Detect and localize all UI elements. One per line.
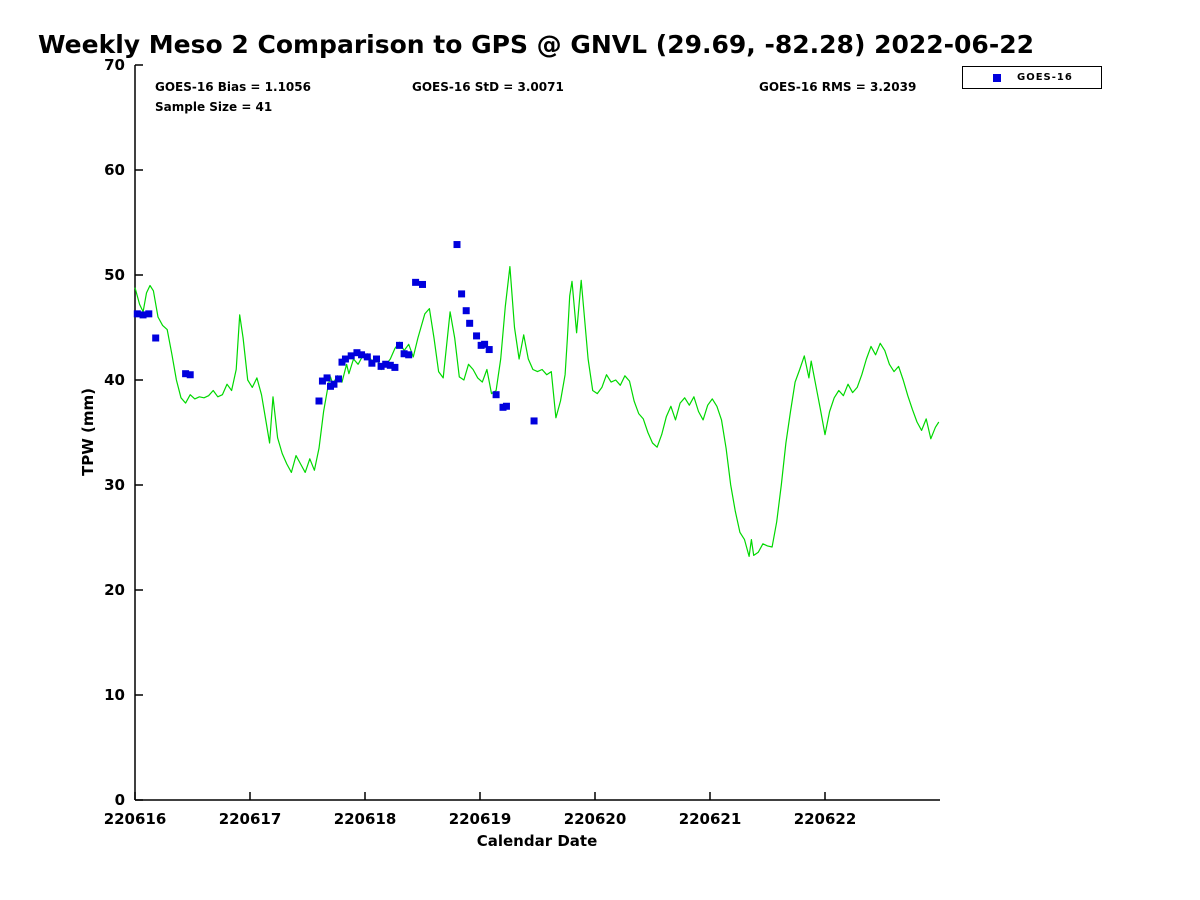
goes16-data-point [386, 361, 394, 369]
goes16-data-point [145, 310, 153, 318]
goes16-data-point [368, 359, 376, 367]
goes16-data-point [373, 355, 380, 363]
goes16-data-point [382, 360, 390, 368]
goes16-data-point [133, 310, 141, 318]
goes16-data-point [186, 371, 194, 379]
chart-title: Weekly Meso 2 Comparison to GPS @ GNVL (… [38, 30, 1034, 59]
x-tick-label: 220616 [104, 810, 167, 828]
goes16-data-point [530, 417, 538, 425]
goes16-data-point [139, 311, 147, 319]
y-tick-label: 50 [104, 266, 125, 284]
goes16-data-point [363, 353, 371, 361]
goes16-data-point [412, 278, 420, 286]
x-tick-label: 220621 [679, 810, 742, 828]
y-tick-label: 70 [104, 56, 125, 74]
goes16-data-point [323, 374, 331, 382]
goes16-data-point [466, 319, 474, 327]
stat-sample-size: Sample Size = 41 [155, 100, 273, 114]
y-axis-label: TPW (mm) [79, 388, 97, 476]
goes16-data-point [353, 349, 361, 357]
legend-label-goes16: GOES-16 [1017, 72, 1073, 83]
goes16-data-point [502, 402, 510, 410]
goes16-data-point [458, 290, 466, 298]
stat-std: GOES-16 StD = 3.0071 [412, 80, 564, 94]
y-tick-label: 20 [104, 581, 125, 599]
x-tick-label: 220622 [794, 810, 857, 828]
goes16-data-point [330, 380, 338, 388]
goes16-data-point [400, 350, 408, 358]
gps-tpw-line [134, 266, 940, 558]
goes16-square-marker-icon [993, 73, 1001, 82]
y-tick-label: 0 [115, 791, 125, 809]
goes16-data-point [335, 375, 343, 383]
x-axis-label: Calendar Date [476, 832, 598, 850]
x-tick-label: 220619 [449, 810, 512, 828]
goes16-data-point [405, 351, 413, 359]
goes16-data-point [492, 391, 500, 399]
goes16-data-point [347, 352, 355, 360]
goes16-data-point [473, 332, 481, 340]
goes16-data-point [453, 241, 461, 249]
goes16-data-point [377, 362, 385, 370]
goes16-data-point [462, 307, 470, 315]
goes16-data-point [485, 346, 493, 354]
x-tick-label: 220617 [219, 810, 282, 828]
x-tick-label: 220618 [334, 810, 397, 828]
goes16-data-point [318, 377, 326, 385]
goes16-data-point [396, 341, 403, 349]
goes16-data-point [481, 340, 489, 348]
y-tick-label: 60 [104, 161, 125, 179]
stat-bias: GOES-16 Bias = 1.1056 [155, 80, 311, 94]
goes16-data-point [358, 351, 366, 359]
goes16-data-point [182, 370, 190, 378]
goes16-data-point [315, 397, 323, 405]
goes16-data-point [152, 334, 160, 342]
stat-rms: GOES-16 RMS = 3.2039 [759, 80, 917, 94]
goes16-data-point [419, 280, 426, 288]
goes16-data-point [391, 363, 399, 371]
y-tick-label: 10 [104, 686, 125, 704]
y-tick-label: 30 [104, 476, 125, 494]
x-tick-label: 220620 [564, 810, 627, 828]
legend: GOES-16 [962, 66, 1102, 89]
goes16-data-point [341, 355, 349, 363]
y-tick-label: 40 [104, 371, 125, 389]
